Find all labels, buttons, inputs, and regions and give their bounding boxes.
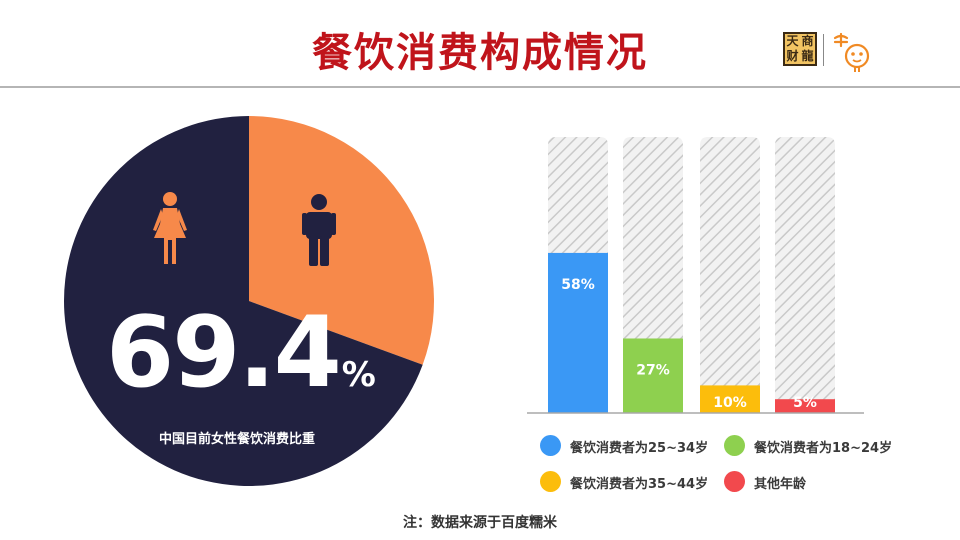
legend-swatch	[540, 471, 561, 492]
legend-label: 餐饮消费者为18~24岁	[754, 441, 893, 456]
legend-label: 餐饮消费者为35~44岁	[570, 477, 709, 492]
logo-char: 财	[786, 49, 799, 63]
page-title: 餐饮消费构成情况	[312, 30, 648, 76]
male-icon	[302, 194, 336, 266]
legend-label: 其他年龄	[754, 477, 807, 492]
legend-label: 餐饮消费者为25~34岁	[570, 441, 709, 456]
pie-slice-female	[64, 116, 423, 486]
pie-value-text: 69.4	[106, 296, 342, 410]
tianshang-logo: 天 商 财 龍	[783, 32, 817, 66]
logo-char: 天	[786, 34, 799, 48]
pie-caption: 中国目前女性餐饮消费比重	[159, 432, 316, 447]
logo-char: 龍	[801, 49, 814, 63]
legend-swatch	[724, 471, 745, 492]
logo-char: 商	[801, 34, 814, 48]
mascot-logo-icon	[833, 32, 870, 72]
female-icon	[153, 192, 187, 264]
pie-value-unit: %	[341, 355, 376, 395]
pie-center-value: 69.4%	[106, 304, 376, 402]
pie-slice-other	[249, 116, 435, 365]
legend-swatch	[540, 435, 561, 456]
source-note: 注：数据来源于百度糯米	[403, 515, 557, 531]
header-divider	[0, 86, 960, 88]
brand-logo: 天 商 财 龍	[783, 32, 873, 72]
legend-swatch	[724, 435, 745, 456]
logo-separator	[823, 34, 824, 66]
